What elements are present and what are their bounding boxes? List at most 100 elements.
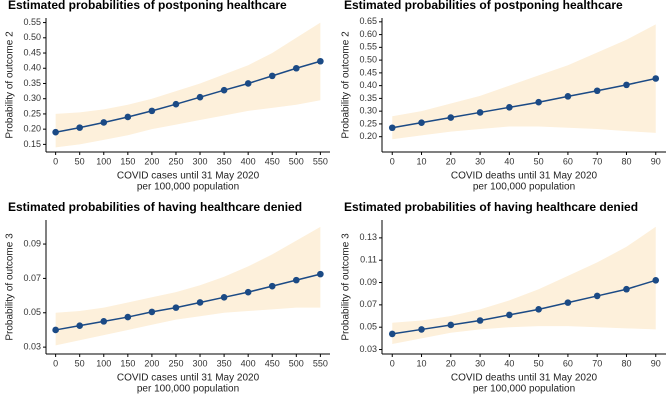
x-tick-label: 450 <box>265 358 280 368</box>
point <box>418 119 425 126</box>
point <box>293 64 300 72</box>
y-tick-label: 0.65 <box>359 16 377 26</box>
point <box>220 86 228 94</box>
x-tick-label: 400 <box>241 156 256 166</box>
y-tick-label: 0.35 <box>359 93 377 103</box>
y-tick-label: 0.25 <box>23 108 41 118</box>
confidence-band <box>55 226 321 346</box>
point <box>535 98 542 106</box>
x-tick-label: 250 <box>168 156 183 166</box>
chart-title: Estimated probabilities of postponing he… <box>344 0 623 12</box>
x-tick-label: 250 <box>168 358 183 368</box>
x-tick-label: 40 <box>504 358 514 368</box>
point <box>268 72 276 80</box>
line <box>392 77 656 129</box>
x-tick-label: 350 <box>217 358 232 368</box>
x-tick-label: 450 <box>265 156 280 166</box>
y-tick-label: 0.55 <box>359 42 377 52</box>
line <box>55 60 321 133</box>
x-axis-label: COVID deaths until 31 May 2020 <box>451 171 598 182</box>
point <box>593 292 601 300</box>
x-axis-label: COVID cases until 31 May 2020 <box>117 373 260 384</box>
x-tick-label: 200 <box>144 358 159 368</box>
x-tick-label: 0 <box>53 358 58 368</box>
point <box>172 100 180 108</box>
point <box>506 311 513 319</box>
x-tick-label: 150 <box>120 156 135 166</box>
x-tick-label: 50 <box>534 156 544 166</box>
x-tick-label: 100 <box>96 156 111 166</box>
y-tick-label: 0.45 <box>23 47 41 57</box>
point <box>535 306 542 313</box>
x-tick-label: 10 <box>417 358 427 368</box>
point <box>317 270 324 278</box>
point <box>124 313 132 321</box>
x-tick-label: 200 <box>144 156 159 166</box>
point <box>172 304 180 311</box>
chart-title: Estimated probabilities of postponing he… <box>8 0 287 12</box>
point <box>317 57 324 65</box>
y-tick-label: 0.11 <box>360 255 377 265</box>
y-tick-label: 0.09 <box>359 277 377 287</box>
y-tick-label: 0.30 <box>23 93 41 103</box>
x-tick-label: 10 <box>417 156 427 166</box>
point <box>244 80 252 87</box>
point <box>196 93 204 101</box>
point <box>564 93 572 100</box>
x-axis-label: COVID deaths until 31 May 2020 <box>451 373 598 384</box>
chart-title: Estimated probabilities of having health… <box>344 200 638 214</box>
x-axis-label: per 100,000 population <box>473 182 575 193</box>
confidence-band <box>392 24 656 140</box>
x-tick-label: 30 <box>475 358 485 368</box>
point <box>293 276 300 284</box>
y-tick-label: 0.05 <box>359 322 377 332</box>
y-axis-label: Probability of outcome 3 <box>5 233 16 341</box>
x-axis-label: per 100,000 population <box>473 384 575 395</box>
y-axis-label: Probability of outcome 2 <box>341 31 352 139</box>
y-tick-label: 0.25 <box>359 118 377 128</box>
point <box>447 321 455 329</box>
point <box>476 317 484 324</box>
point <box>506 104 513 111</box>
y-tick-label: 0.50 <box>23 32 41 42</box>
x-tick-label: 90 <box>651 358 661 368</box>
point <box>623 285 630 293</box>
x-tick-label: 50 <box>534 358 544 368</box>
point <box>564 299 572 306</box>
x-tick-label: 30 <box>475 156 485 166</box>
y-tick-label: 0.35 <box>23 78 41 88</box>
point <box>100 318 108 325</box>
x-axis-label: per 100,000 population <box>137 384 239 395</box>
y-tick-label: 0.45 <box>359 67 377 77</box>
y-tick-label: 0.07 <box>23 273 41 283</box>
y-axis-label: Probability of outcome 2 <box>5 31 16 139</box>
x-tick-label: 300 <box>193 156 208 166</box>
chart-title: Estimated probabilities of having health… <box>8 200 302 214</box>
point <box>76 322 83 329</box>
y-tick-label: 0.55 <box>23 17 41 27</box>
point <box>593 87 601 95</box>
point <box>418 326 425 333</box>
confidence-band <box>55 22 321 148</box>
x-tick-label: 300 <box>193 358 208 368</box>
y-axis-label: Probability of outcome 3 <box>341 233 352 341</box>
x-tick-label: 20 <box>446 156 456 166</box>
point <box>652 75 660 82</box>
x-tick-label: 0 <box>53 156 58 166</box>
x-tick-label: 80 <box>621 156 631 166</box>
point <box>220 294 228 301</box>
y-tick-label: 0.40 <box>359 80 377 90</box>
y-tick-label: 0.03 <box>359 344 377 354</box>
y-tick-label: 0.05 <box>23 307 41 317</box>
x-tick-label: 500 <box>289 156 304 166</box>
point <box>52 326 59 334</box>
x-tick-label: 500 <box>289 358 304 368</box>
x-tick-label: 40 <box>504 156 514 166</box>
y-tick-label: 0.09 <box>23 238 41 248</box>
y-tick-label: 0.60 <box>359 29 377 39</box>
x-tick-label: 0 <box>390 358 395 368</box>
point <box>652 277 660 284</box>
x-tick-label: 70 <box>592 156 602 166</box>
point <box>196 299 204 306</box>
